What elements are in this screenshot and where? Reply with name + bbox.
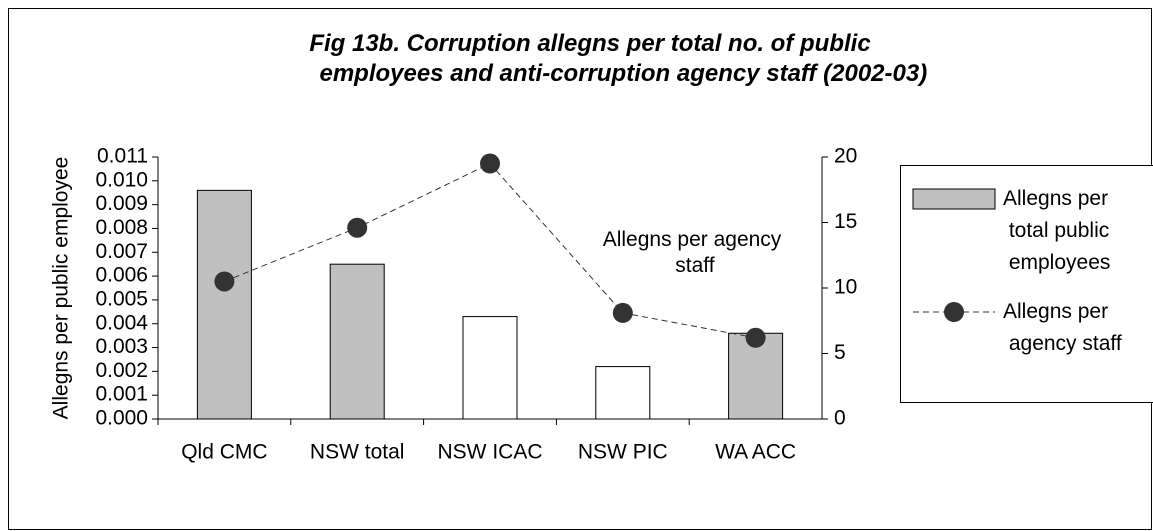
- bar: [329, 263, 385, 420]
- y2-tick-label: 10: [834, 276, 857, 299]
- legend-frame: [900, 165, 1153, 403]
- x-tick-label: WA ACC: [715, 441, 796, 464]
- bar: [196, 189, 252, 420]
- y2-tick-label: 15: [834, 210, 857, 233]
- y2-tick-label: 0: [834, 407, 846, 430]
- y-axis-label: Allegns per public employee: [50, 157, 73, 420]
- point: [347, 217, 368, 238]
- y-tick-label: 0.002: [95, 359, 148, 382]
- y-tick-label: 0.005: [95, 287, 148, 310]
- legend-marker: [944, 302, 964, 322]
- annotation: Allegns per agency staff: [603, 228, 782, 277]
- y-tick-label: 0.003: [95, 335, 148, 358]
- bar: [595, 366, 651, 420]
- y-tick-label: 0.004: [95, 311, 148, 334]
- bar: [462, 316, 518, 420]
- y-tick-label: 0.000: [95, 407, 148, 430]
- point: [745, 327, 766, 348]
- y-tick-label: 0.009: [95, 192, 148, 215]
- y-tick-label: 0.001: [95, 383, 148, 406]
- y-tick-label: 0.007: [95, 240, 148, 263]
- y2-tick-label: 20: [834, 145, 857, 168]
- x-tick-label: NSW ICAC: [438, 441, 543, 464]
- legend-label: Allegns per agency staff: [1003, 300, 1122, 355]
- x-tick-label: Qld CMC: [181, 441, 267, 464]
- x-tick-label: NSW PIC: [578, 441, 668, 464]
- y2-tick-label: 5: [834, 341, 846, 364]
- legend-swatch: [912, 188, 996, 210]
- legend-label: Allegns per total public employees: [1003, 187, 1110, 274]
- y-tick-label: 0.010: [95, 168, 148, 191]
- y-tick-label: 0.008: [95, 216, 148, 239]
- chart-title: Fig 13b. Corruption allegns per total no…: [309, 30, 927, 87]
- y-tick-label: 0.006: [95, 264, 148, 287]
- y-tick-label: 0.011: [97, 145, 148, 168]
- point: [214, 271, 235, 292]
- point: [612, 302, 633, 323]
- point: [480, 153, 500, 174]
- x-tick-label: NSW total: [310, 441, 405, 464]
